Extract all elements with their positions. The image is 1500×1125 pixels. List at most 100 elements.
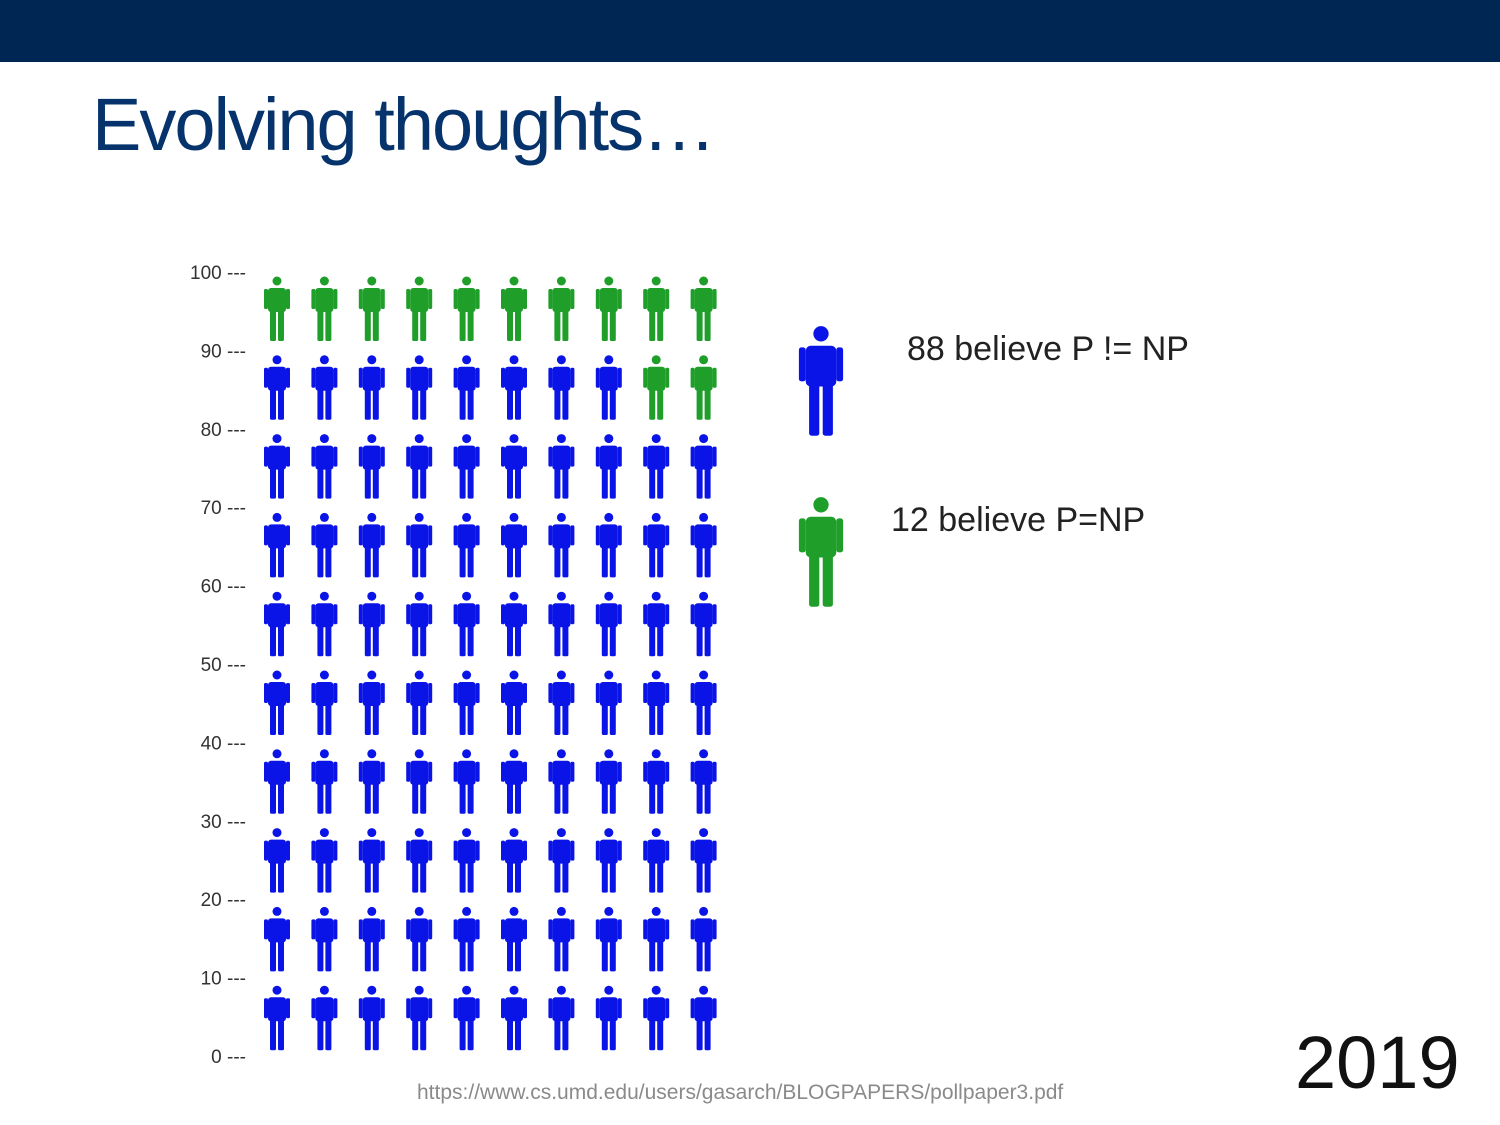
person-icon-p-not-np xyxy=(595,512,622,578)
person-icon-p-not-np xyxy=(690,749,717,814)
person-icon-p-not-np xyxy=(358,670,385,735)
person-icon-p-not-np xyxy=(264,828,290,893)
person-icon-p-not-np xyxy=(264,906,290,972)
slide-title: Evolving thoughts… xyxy=(92,83,716,166)
person-icon-p-equals-np xyxy=(311,276,338,341)
person-icon-p-not-np xyxy=(643,828,670,893)
person-icon-p-not-np xyxy=(358,828,385,893)
y-tick-label: 100 --- xyxy=(190,263,246,284)
person-icon-p-not-np xyxy=(595,434,622,499)
person-icon-p-not-np xyxy=(690,512,717,578)
person-icon-p-not-np xyxy=(453,906,480,972)
source-url: https://www.cs.umd.edu/users/gasarch/BLO… xyxy=(417,1081,1064,1104)
person-icon-p-not-np xyxy=(690,985,717,1051)
person-icon-p-not-np xyxy=(643,591,670,657)
person-icon-p-not-np xyxy=(406,828,433,893)
y-axis-ticks: 0 --- 10 --- 20 --- 30 --- 40 --- 50 --- 60 --… xyxy=(190,263,246,1068)
y-tick-label: 40 --- xyxy=(201,733,246,754)
y-tick-label: 50 --- xyxy=(201,655,246,676)
person-icon-p-not-np xyxy=(548,670,575,735)
person-icon-p-equals-np xyxy=(595,276,622,341)
person-icon-p-not-np xyxy=(690,591,717,657)
y-tick-label: 0 --- xyxy=(211,1047,246,1068)
person-icon-p-not-np xyxy=(406,434,433,499)
person-icon-p-not-np xyxy=(548,591,575,657)
person-icon-p-not-np xyxy=(311,828,338,893)
person-icon-p-not-np xyxy=(406,591,433,657)
person-icon-p-not-np xyxy=(501,434,527,499)
person-icon-p-not-np xyxy=(264,434,290,499)
person-icon-p-not-np xyxy=(643,670,670,735)
person-icon-p-not-np xyxy=(453,670,480,735)
person-icon-p-equals-np xyxy=(501,276,527,341)
person-icon-p-not-np xyxy=(501,749,527,814)
person-icon-p-not-np xyxy=(501,906,527,972)
legend-label-p-equals-np: 12 believe P=NP xyxy=(891,501,1145,539)
person-icon-p-not-np xyxy=(311,355,338,420)
person-icon-p-not-np xyxy=(501,355,527,420)
person-icon-p-not-np xyxy=(501,670,527,735)
legend-person-glyph xyxy=(798,326,844,436)
y-tick-label: 70 --- xyxy=(201,498,246,519)
person-icon-p-not-np xyxy=(406,906,433,972)
person-icon-p-not-np xyxy=(548,985,575,1051)
person-icon-p-not-np xyxy=(311,512,338,578)
person-icon-p-not-np xyxy=(358,512,385,578)
person-icon-p-not-np xyxy=(264,512,290,578)
person-icon-p-not-np xyxy=(690,434,717,499)
person-icon-p-not-np xyxy=(548,749,575,814)
chart-legend: 88 believe P != NP 12 believe P=NP xyxy=(798,326,1189,607)
legend-person-icon-blue xyxy=(798,326,844,436)
y-tick-label: 20 --- xyxy=(201,890,246,911)
person-icons xyxy=(264,276,717,1051)
y-tick-label: 30 --- xyxy=(201,812,246,833)
person-icon-p-not-np xyxy=(453,828,480,893)
person-icon-p-not-np xyxy=(690,906,717,972)
person-icon-p-not-np xyxy=(264,591,290,657)
legend-person-icon-green xyxy=(798,497,844,607)
person-icon-p-not-np xyxy=(501,512,527,578)
person-icon-p-not-np xyxy=(548,434,575,499)
person-icon-p-not-np xyxy=(595,670,622,735)
person-icon-p-not-np xyxy=(643,434,670,499)
person-icon-p-not-np xyxy=(358,355,385,420)
person-icon-p-not-np xyxy=(453,591,480,657)
person-icon-p-not-np xyxy=(453,434,480,499)
person-icon-p-not-np xyxy=(595,828,622,893)
person-icon-p-not-np xyxy=(358,434,385,499)
person-icon-p-not-np xyxy=(548,355,575,420)
person-icon-p-not-np xyxy=(595,985,622,1051)
person-icon-p-not-np xyxy=(406,749,433,814)
person-icon-p-not-np xyxy=(358,906,385,972)
person-icon-p-equals-np xyxy=(643,355,670,420)
person-icon-p-not-np xyxy=(643,906,670,972)
person-icon-p-not-np xyxy=(690,670,717,735)
person-icon-p-not-np xyxy=(453,355,480,420)
person-icon-p-equals-np xyxy=(548,276,575,341)
person-icon-p-not-np xyxy=(311,906,338,972)
person-icon-p-equals-np xyxy=(690,276,717,341)
person-icon-p-not-np xyxy=(264,749,290,814)
person-icon-p-not-np xyxy=(595,749,622,814)
person-icon-p-not-np xyxy=(548,512,575,578)
person-icon-p-not-np xyxy=(358,591,385,657)
person-icon-p-equals-np xyxy=(453,276,480,341)
person-icon-p-equals-np xyxy=(690,355,717,420)
person-icon-p-not-np xyxy=(453,749,480,814)
person-icon-p-not-np xyxy=(358,749,385,814)
person-icon-p-not-np xyxy=(311,591,338,657)
person-icon-p-not-np xyxy=(311,670,338,735)
person-icon-p-not-np xyxy=(406,355,433,420)
person-icon-p-not-np xyxy=(264,985,290,1051)
person-icon-p-not-np xyxy=(595,355,622,420)
person-icon-p-not-np xyxy=(311,985,338,1051)
y-tick-label: 10 --- xyxy=(201,969,246,990)
person-icon-p-not-np xyxy=(406,512,433,578)
person-icon-p-not-np xyxy=(358,985,385,1051)
person-icon-p-not-np xyxy=(548,906,575,972)
person-icon-p-not-np xyxy=(264,670,290,735)
person-icon-p-not-np xyxy=(453,985,480,1051)
legend-person-glyph xyxy=(798,497,844,607)
y-tick-label: 60 --- xyxy=(201,577,246,598)
